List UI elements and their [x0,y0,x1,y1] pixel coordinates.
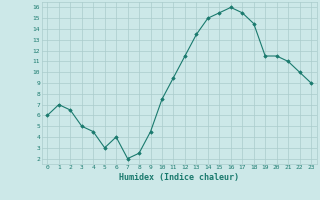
X-axis label: Humidex (Indice chaleur): Humidex (Indice chaleur) [119,173,239,182]
